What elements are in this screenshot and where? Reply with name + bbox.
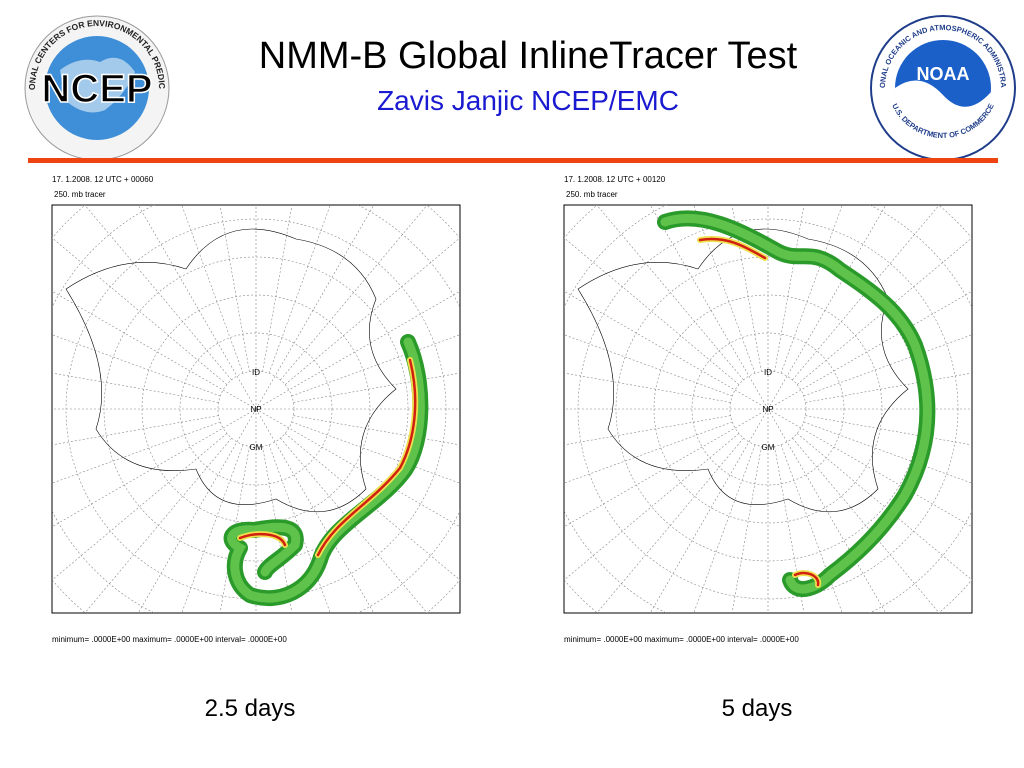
meridian (693, 444, 756, 613)
run-date: 17. 1.2008. 12 UTC + 00120 (564, 175, 666, 184)
meridian (564, 334, 733, 397)
level-label: 250. mb tracer (54, 190, 106, 199)
map-label: GM (250, 443, 263, 452)
meridian (767, 408, 887, 613)
meridian (84, 437, 232, 613)
meridian (596, 205, 744, 381)
run-date: 17. 1.2008. 12 UTC + 00060 (52, 175, 154, 184)
meridian (803, 421, 972, 484)
map-panel: 17. 1.2008. 12 UTC + 00120 250. mb tracer… (563, 175, 973, 722)
ncep-logo: NCEP NATIONAL CENTERS FOR ENVIRONMENTAL … (0, 0, 170, 161)
meridian (796, 433, 972, 581)
meridian (137, 408, 257, 613)
meridian (255, 205, 375, 410)
tracer-mid (227, 337, 425, 603)
meridian (52, 408, 257, 528)
meridian (731, 446, 762, 613)
meridian (280, 437, 428, 613)
meridian (792, 205, 940, 381)
panels: 17. 1.2008. 12 UTC + 00060 250. mb tracer… (51, 175, 973, 722)
meridian (262, 205, 293, 372)
meridian (649, 408, 769, 613)
meridian (262, 446, 293, 613)
meridian (52, 421, 221, 484)
meridian (84, 205, 232, 381)
contour-info: minimum= .0000E+00 maximum= .0000E+00 in… (52, 635, 287, 644)
meridian (564, 290, 769, 410)
meridian (796, 237, 972, 385)
divider (28, 158, 998, 163)
meridian (805, 372, 972, 403)
meridian (284, 237, 460, 385)
meridian (803, 334, 972, 397)
meridian (293, 372, 460, 403)
meridian (596, 437, 744, 613)
meridian (293, 415, 460, 446)
meridian (291, 421, 460, 484)
map-label: ID (764, 368, 772, 377)
meridian (792, 437, 940, 613)
meridian (564, 408, 769, 528)
meridian (780, 205, 843, 374)
meridian (564, 237, 740, 385)
map-label: NP (762, 405, 773, 414)
meridian (649, 205, 769, 410)
meridian (774, 205, 805, 372)
meridian (255, 290, 460, 410)
caption: 5 days (722, 695, 793, 722)
level-label: 250. mb tracer (566, 190, 618, 199)
meridian (805, 415, 972, 446)
meridian (52, 433, 228, 581)
meridian (291, 334, 460, 397)
meridian (52, 237, 228, 385)
map-label: NP (250, 405, 261, 414)
meridian (564, 421, 733, 484)
title: NMM-B Global InlineTracer Test (259, 35, 798, 77)
meridian (564, 372, 731, 403)
meridian (564, 433, 740, 581)
meridian (564, 415, 731, 446)
polar-grid (52, 205, 460, 613)
contour-info: minimum= .0000E+00 maximum= .0000E+00 in… (564, 635, 799, 644)
meridian (219, 446, 250, 613)
noaa-text: NOAA (917, 64, 970, 84)
map-panel: 17. 1.2008. 12 UTC + 00060 250. mb tracer… (51, 175, 461, 722)
tracer-core (698, 237, 820, 587)
meridian (255, 408, 375, 613)
map-label: GM (762, 443, 775, 452)
meridian (219, 205, 250, 372)
tracer-mid (660, 214, 932, 594)
polar-grid (564, 205, 972, 613)
meridian (52, 334, 221, 397)
caption: 2.5 days (205, 695, 296, 722)
meridian (280, 205, 428, 381)
coastline (65, 228, 397, 513)
meridian (137, 205, 257, 410)
meridian (52, 290, 257, 410)
tracer-core (238, 358, 417, 557)
meridian (52, 415, 219, 446)
subtitle: Zavis Janjic NCEP/EMC (377, 85, 679, 116)
meridian (268, 205, 331, 374)
meridian (52, 372, 219, 403)
map-label: ID (252, 368, 260, 377)
ncep-text: NCEP (41, 67, 152, 111)
meridian (181, 205, 244, 374)
meridian (284, 433, 460, 581)
meridian (181, 444, 244, 613)
